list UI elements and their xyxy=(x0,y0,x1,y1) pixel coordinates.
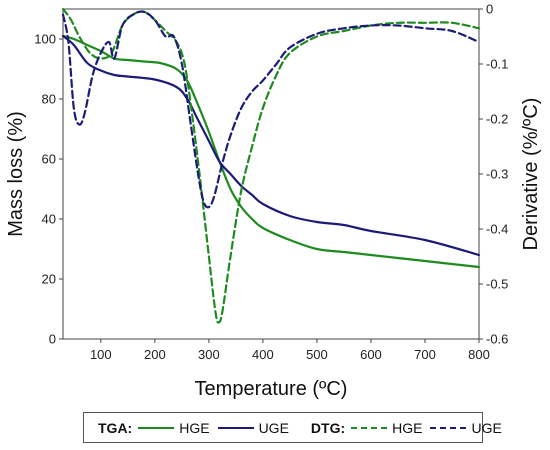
y-left-tick-label: 60 xyxy=(42,152,56,167)
legend-item-tga-hge: HGE xyxy=(138,419,210,436)
x-tick-label: 100 xyxy=(90,347,112,362)
legend-label-dtg-hge: HGE xyxy=(392,419,423,436)
legend-item-tga-uge: UGE xyxy=(217,419,289,436)
x-tick-label: 500 xyxy=(306,347,328,362)
x-tick-label: 400 xyxy=(252,347,274,362)
dtg-hge-line xyxy=(61,7,481,324)
legend-swatch-dtg-uge xyxy=(430,426,467,429)
tga-uge-line xyxy=(61,34,481,257)
x-tick-label: 300 xyxy=(198,347,220,362)
legend-swatch-tga-hge xyxy=(138,426,175,429)
x-axis-ticks: 100 200 300 400 500 600 700 800 xyxy=(90,339,490,362)
tga-hge-line xyxy=(61,34,481,269)
legend-heading-tga: TGA: xyxy=(98,419,133,436)
series-lines xyxy=(61,7,481,324)
x-tick-label: 800 xyxy=(468,347,490,362)
y-right-axis-ticks: 0 -0.1 -0.2 -0.3 -0.4 -0.5 -0.6 xyxy=(479,2,508,347)
y-right-tick-label: -0.1 xyxy=(486,57,508,72)
x-tick-label: 600 xyxy=(360,347,382,362)
x-axis-title: Temperature (ºC) xyxy=(195,378,348,400)
legend-label-dtg-uge: UGE xyxy=(471,419,502,436)
plot-frame xyxy=(62,8,480,340)
y-left-axis-ticks: 0 20 40 60 80 100 xyxy=(34,32,63,347)
y-right-tick-label: -0.6 xyxy=(486,332,508,347)
legend-label-tga-uge: UGE xyxy=(258,419,289,436)
y-right-axis-title: Derivative (%/ºC) xyxy=(520,98,542,251)
legend-item-dtg-hge: HGE xyxy=(351,420,422,436)
y-left-tick-label: 100 xyxy=(34,32,56,47)
dtg-uge-line xyxy=(61,10,481,209)
legend-item-dtg-uge: UGE xyxy=(430,419,502,436)
legend-group-dtg: DTG: HGE UGE xyxy=(311,420,510,436)
legend: TGA: HGE UGE DTG: HGE UGE xyxy=(83,412,502,443)
legend-group-tga: TGA: HGE UGE xyxy=(98,420,297,436)
y-right-tick-label: -0.4 xyxy=(486,222,508,237)
y-left-tick-label: 20 xyxy=(42,272,56,287)
y-left-tick-label: 0 xyxy=(49,332,56,347)
legend-swatch-tga-uge xyxy=(217,426,254,429)
x-tick-label: 200 xyxy=(144,347,166,362)
y-left-tick-label: 80 xyxy=(42,92,56,107)
y-right-tick-label: -0.5 xyxy=(486,277,508,292)
x-tick-label: 700 xyxy=(414,347,436,362)
y-left-tick-label: 40 xyxy=(42,212,56,227)
y-right-tick-label: -0.3 xyxy=(486,167,508,182)
legend-swatch-dtg-hge xyxy=(351,426,388,429)
y-right-tick-label: 0 xyxy=(486,2,493,17)
legend-label-tga-hge: HGE xyxy=(179,419,210,436)
legend-heading-dtg: DTG: xyxy=(310,419,346,436)
y-right-tick-label: -0.2 xyxy=(486,112,508,127)
y-left-axis-title: Mass loss (%) xyxy=(5,111,27,237)
